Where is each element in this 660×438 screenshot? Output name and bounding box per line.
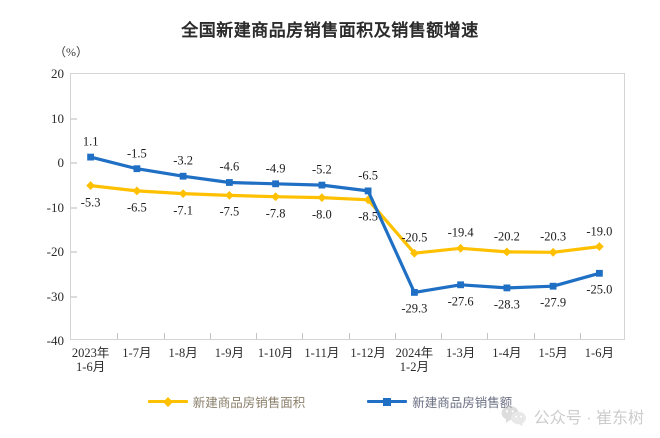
chart-title: 全国新建商品房销售面积及销售额增速	[181, 21, 479, 40]
data-point-label: -20.5	[401, 230, 428, 245]
legend-line-area	[147, 396, 188, 407]
x-axis-tick-mark	[441, 333, 442, 339]
data-point-label: -6.5	[358, 168, 379, 183]
y-axis-tick-label: -10	[46, 199, 64, 215]
y-axis-tick-label: -20	[46, 244, 64, 259]
x-axis-tick-mark	[256, 333, 257, 339]
y-axis-tick-mark	[71, 207, 77, 208]
data-point-label: -3.2	[173, 153, 194, 168]
x-axis-tick-label: 1-10月	[257, 346, 294, 360]
data-point-label: -20.3	[540, 229, 567, 244]
legend-line-amount	[367, 397, 408, 406]
x-axis-tick-mark	[579, 333, 581, 339]
data-point-label: -19.0	[586, 224, 613, 239]
legend-label-area: 新建商品房销售面积	[192, 396, 306, 410]
data-point-label: -27.9	[540, 295, 567, 310]
wechat-icon	[501, 406, 526, 427]
y-axis-unit-label: （%）	[54, 45, 88, 59]
legend-item-area[interactable]: 新建商品房销售面积	[147, 392, 306, 411]
x-axis-tick-label: 1-9月	[214, 346, 244, 360]
x-axis-tick-label: 1-3月	[446, 346, 476, 360]
data-point-label: -20.2	[493, 229, 520, 244]
data-point-label: -4.6	[219, 159, 240, 174]
x-axis-tick-mark	[302, 333, 304, 339]
data-point-label: -28.3	[493, 297, 520, 312]
y-axis-tick-mark	[71, 162, 77, 164]
x-axis-tick-label: 2024年 1-2月	[395, 346, 434, 374]
x-axis-tick-label: 1-7月	[122, 346, 152, 360]
chart-legend: 新建商品房销售面积 新建商品房销售额	[0, 392, 660, 411]
x-axis-tick-mark	[533, 333, 535, 339]
x-axis-tick-mark	[209, 333, 211, 339]
watermark: 公众号 · 崔东树	[501, 404, 644, 428]
data-point-label: -5.3	[80, 195, 101, 210]
data-point-label: -5.2	[311, 162, 332, 177]
x-axis-tick-mark	[487, 333, 489, 339]
data-point-label: -27.6	[447, 294, 474, 309]
x-axis-tick-label: 2023年 1-6月	[71, 346, 110, 374]
watermark-text: 公众号 · 崔东树	[533, 410, 644, 427]
legend-item-amount[interactable]: 新建商品房销售额	[367, 392, 512, 411]
data-point-label: -8.5	[358, 209, 379, 224]
data-point-label: -8.0	[311, 207, 332, 222]
x-axis-tick-label: 1-12月	[350, 346, 386, 360]
y-axis-tick-label: 10	[51, 110, 64, 126]
x-axis-tick-label: 1-4月	[492, 346, 522, 360]
data-point-label: 1.1	[82, 134, 99, 149]
x-axis-tick-label: 1-5月	[538, 346, 568, 360]
y-axis-tick-label: -30	[46, 288, 64, 304]
data-point-label: -7.5	[219, 204, 240, 219]
data-point-label: -7.8	[265, 206, 286, 221]
data-point-label: -6.5	[126, 200, 147, 215]
data-point-label: -19.4	[447, 225, 474, 240]
y-axis-tick-mark	[71, 296, 77, 297]
y-axis-tick-mark	[71, 251, 77, 253]
x-axis-tick-mark	[163, 333, 165, 339]
data-point-label: -25.0	[586, 282, 613, 297]
data-point-label: -7.1	[173, 203, 194, 218]
legend-marker-amount-square	[383, 397, 392, 406]
x-axis-tick-label: 1-11月	[304, 346, 340, 360]
legend-marker-area-diamond	[162, 396, 173, 407]
x-axis-tick-mark	[348, 333, 350, 339]
y-axis-tick-label: 20	[51, 66, 64, 81]
x-axis-tick-mark	[117, 333, 119, 339]
y-axis-tick-label: 0	[57, 155, 65, 170]
data-point-label: -1.5	[126, 146, 147, 161]
x-axis-tick-label: 1-8月	[168, 346, 198, 360]
x-axis-tick-label: 1-6月	[584, 346, 614, 360]
y-axis-tick-mark	[71, 118, 77, 119]
x-axis-tick-mark	[394, 333, 396, 339]
legend-label-amount: 新建商品房销售额	[412, 396, 513, 410]
y-axis-tick-label: -40	[46, 333, 64, 348]
data-point-label: -4.9	[265, 161, 286, 176]
data-point-label: -29.3	[401, 301, 428, 316]
